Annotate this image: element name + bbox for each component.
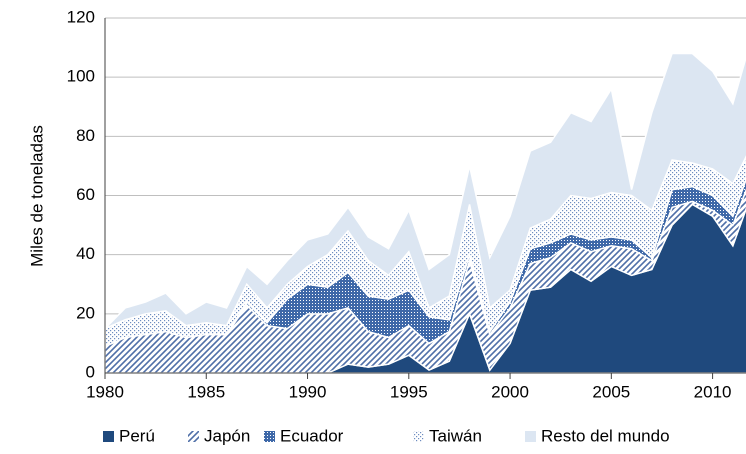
legend-item: Ecuador <box>264 426 344 445</box>
legend-item: Japón <box>188 426 250 445</box>
legend-label: Japón <box>204 426 250 445</box>
legend-swatch <box>525 431 536 442</box>
legend-item: Resto del mundo <box>525 426 670 445</box>
legend-swatch <box>264 431 275 442</box>
legend-swatch <box>413 431 424 442</box>
y-tick-label: 0 <box>86 362 95 381</box>
x-tick-label: 2010 <box>694 382 732 401</box>
y-tick-label: 40 <box>76 244 95 263</box>
x-tick-label: 2000 <box>491 382 529 401</box>
x-tick-label: 1990 <box>289 382 327 401</box>
y-axis-label: Miles de toneladas <box>27 125 46 267</box>
legend-item: Perú <box>103 426 155 445</box>
y-tick-label: 100 <box>67 67 95 86</box>
legend-label: Resto del mundo <box>541 426 670 445</box>
legend-swatch <box>188 431 199 442</box>
y-tick-label: 20 <box>76 303 95 322</box>
x-tick-label: 1995 <box>390 382 428 401</box>
legend-label: Ecuador <box>280 426 344 445</box>
x-tick-label: 2005 <box>592 382 630 401</box>
x-tick-label: 1985 <box>187 382 225 401</box>
area <box>105 52 746 330</box>
y-tick-label: 80 <box>76 126 95 145</box>
legend-swatch <box>103 431 114 442</box>
legend-item: Taiwán <box>413 426 482 445</box>
y-tick-label: 120 <box>67 7 95 26</box>
x-tick-label: 1980 <box>86 382 124 401</box>
legend-label: Perú <box>119 426 155 445</box>
y-tick-label: 60 <box>76 185 95 204</box>
legend-label: Taiwán <box>429 426 482 445</box>
